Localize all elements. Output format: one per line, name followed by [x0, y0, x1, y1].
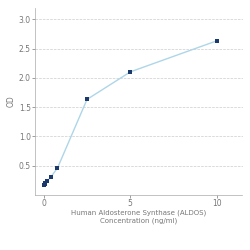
Point — [45, 179, 49, 183]
Point — [85, 98, 89, 102]
Point — [56, 166, 60, 170]
Point — [128, 70, 132, 74]
Point — [42, 182, 46, 186]
Point — [48, 176, 52, 180]
Y-axis label: OD: OD — [7, 95, 16, 107]
Point — [42, 183, 46, 187]
X-axis label: Human Aldosterone Synthase (ALDOS)
Concentration (ng/ml): Human Aldosterone Synthase (ALDOS) Conce… — [71, 210, 206, 224]
Point — [43, 181, 47, 185]
Point — [214, 39, 218, 43]
